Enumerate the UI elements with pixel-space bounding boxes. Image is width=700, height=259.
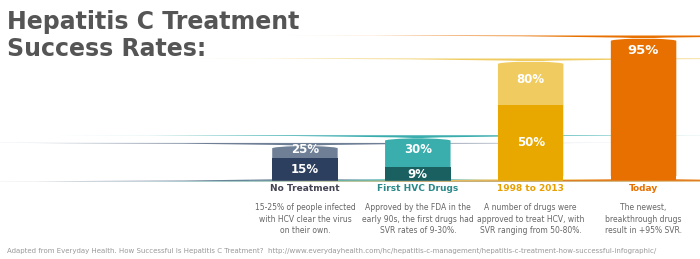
Text: 30%: 30%	[404, 143, 432, 156]
FancyBboxPatch shape	[281, 35, 700, 181]
Bar	[385, 168, 451, 181]
FancyBboxPatch shape	[55, 135, 700, 181]
Text: No Treatment: No Treatment	[270, 184, 340, 193]
Text: First HVC Drugs: First HVC Drugs	[377, 184, 458, 193]
Text: 15%: 15%	[291, 163, 319, 176]
Text: 95%: 95%	[628, 44, 659, 56]
Text: Today: Today	[629, 184, 658, 193]
FancyBboxPatch shape	[0, 143, 667, 181]
Text: 9%: 9%	[408, 168, 428, 181]
Bar	[611, 174, 676, 181]
Text: A number of drugs were
approved to treat HCV, with
SVR ranging from 50-80%.: A number of drugs were approved to treat…	[477, 203, 584, 235]
Text: Hepatitis C Treatment
Success Rates:: Hepatitis C Treatment Success Rates:	[7, 10, 300, 61]
Text: The newest,
breakthrough drugs
result in +95% SVR.: The newest, breakthrough drugs result in…	[605, 203, 682, 235]
FancyBboxPatch shape	[169, 59, 700, 181]
Text: 25%: 25%	[291, 143, 319, 156]
Text: 15-25% of people infected
with HCV clear the virus
on their own.: 15-25% of people infected with HCV clear…	[255, 203, 356, 235]
Bar	[498, 105, 564, 181]
Text: 50%: 50%	[517, 136, 545, 149]
Text: 1998 to 2013: 1998 to 2013	[497, 184, 564, 193]
Text: 80%: 80%	[517, 73, 545, 86]
Bar	[498, 174, 564, 181]
Text: Approved by the FDA in the
early 90s, the first drugs had
SVR rates of 9-30%.: Approved by the FDA in the early 90s, th…	[362, 203, 474, 235]
Bar	[385, 174, 451, 181]
Bar	[272, 158, 337, 181]
Bar	[272, 174, 337, 181]
Text: Adapted from Everyday Health. How Successful Is Hepatitis C Treatment?  http://w: Adapted from Everyday Health. How Succes…	[7, 248, 657, 254]
